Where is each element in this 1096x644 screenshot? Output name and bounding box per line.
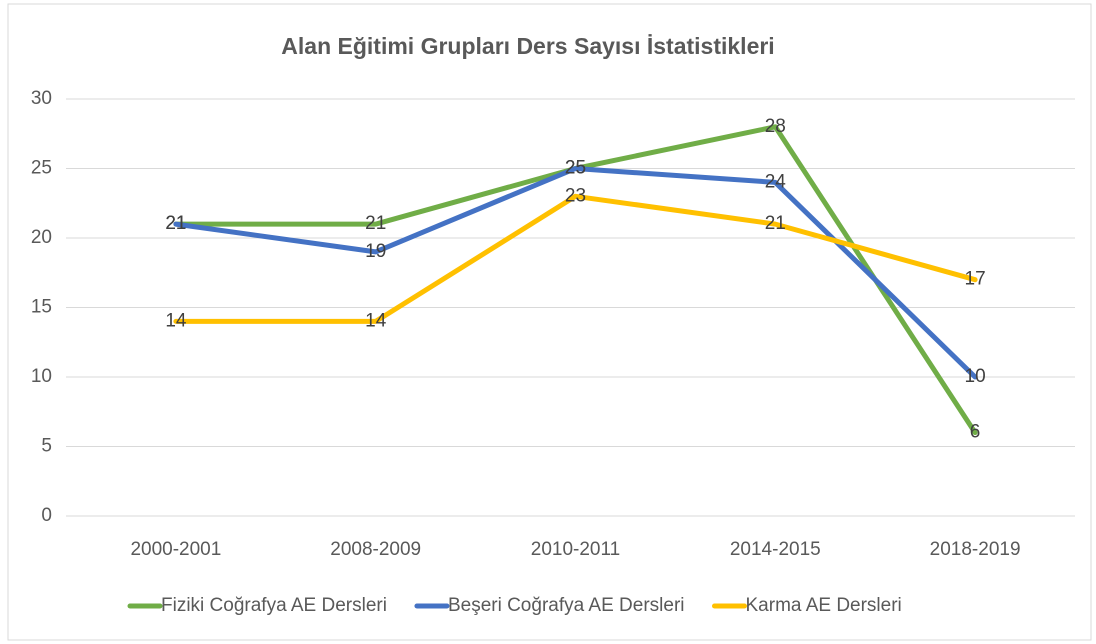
data-label: 14 [165,310,187,331]
data-label: 23 [565,185,586,206]
data-label: 25 [565,158,586,179]
x-tick-label: 2018-2019 [930,539,1021,560]
legend-label: Fiziki Coğrafya AE Dersleri [161,595,387,616]
data-label: 6 [970,422,981,443]
chart-title: Alan Eğitimi Grupları Ders Sayısı İstati… [281,33,774,59]
x-tick-label: 2010-2011 [531,539,620,560]
data-label: 10 [965,366,986,387]
data-label: 24 [765,171,787,192]
series-line [173,166,978,380]
legend-label: Karma AE Dersleri [746,595,902,616]
y-tick-label: 0 [41,505,52,526]
data-label: 19 [365,241,386,262]
y-tick-label: 10 [31,366,52,387]
y-tick-label: 25 [31,158,52,179]
x-tick-label: 2000-2001 [130,539,221,560]
y-tick-label: 15 [31,297,52,318]
y-tick-label: 30 [31,88,52,109]
data-label: 28 [765,116,786,137]
x-tick-label: 2008-2009 [330,539,421,560]
y-tick-label: 20 [31,227,52,248]
x-tick-label: 2014-2015 [730,539,821,560]
data-label: 21 [365,213,386,234]
data-label: 21 [165,213,186,234]
data-label: 14 [365,310,387,331]
data-label: 25 [565,158,586,179]
y-tick-label: 5 [41,436,52,457]
data-label: 21 [165,213,186,234]
series-line [173,193,978,324]
data-label: 17 [965,269,986,290]
data-label: 21 [765,213,786,234]
legend-label: Beşeri Coğrafya AE Dersleri [448,595,685,616]
